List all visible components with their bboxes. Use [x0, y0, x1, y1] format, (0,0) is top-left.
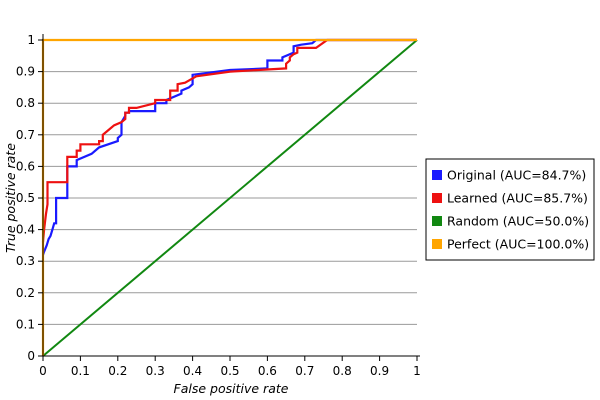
series-line-2 — [42, 39, 418, 357]
y-tick-label-7: 0.7 — [16, 128, 35, 142]
legend-label-3: Perfect (AUC=100.0%) — [447, 237, 589, 252]
x-tick-label-6: 0.6 — [258, 364, 277, 378]
x-axis-label: False positive rate — [174, 381, 289, 396]
y-tick-label-6: 0.6 — [16, 159, 35, 173]
legend-swatch-2 — [432, 216, 442, 226]
legend: Original (AUC=84.7%) Learned (AUC=85.7%) R… — [425, 158, 595, 261]
legend-swatch-3 — [432, 239, 442, 249]
y-tick-label-2: 0.2 — [16, 286, 35, 300]
y-tick-label-1: 0.1 — [16, 317, 35, 331]
x-tick-label-0: 0 — [39, 364, 47, 378]
y-tick-labels: 0 0.1 0.2 0.3 0.4 0.5 0.6 0.7 0.8 0.9 1 — [16, 33, 35, 363]
legend-box — [425, 158, 595, 261]
y-tick-label-0: 0 — [27, 349, 35, 363]
y-axis-label: True positive rate — [3, 143, 18, 253]
y-tick-label-4: 0.4 — [16, 223, 35, 237]
x-tick-label-8: 0.8 — [333, 364, 352, 378]
legend-label-1: Learned (AUC=85.7%) — [447, 191, 588, 206]
x-tick-label-3: 0.3 — [146, 364, 165, 378]
x-tick-label-7: 0.7 — [295, 364, 314, 378]
x-tick-label-4: 0.4 — [183, 364, 202, 378]
legend-swatch-0 — [432, 170, 442, 180]
y-tick-label-3: 0.3 — [16, 254, 35, 268]
series-lines — [41, 38, 418, 357]
y-tick-label-9: 0.9 — [16, 65, 35, 79]
series-line-1 — [41, 38, 417, 243]
x-tick-labels: 0 0.1 0.2 0.3 0.4 0.5 0.6 0.7 0.8 0.9 1 — [39, 364, 421, 378]
legend-label-0: Original (AUC=84.7%) — [447, 168, 586, 183]
x-tick-label-9: 0.9 — [370, 364, 389, 378]
y-tick-label-5: 0.5 — [16, 191, 35, 205]
x-tick-label-1: 0.1 — [71, 364, 90, 378]
y-tick-label-10: 1 — [27, 33, 35, 47]
x-tick-label-5: 0.5 — [220, 364, 239, 378]
legend-swatch-1 — [432, 193, 442, 203]
y-tick-label-8: 0.8 — [16, 96, 35, 110]
axes — [38, 34, 420, 361]
legend-label-2: Random (AUC=50.0%) — [447, 214, 589, 229]
x-tick-label-2: 0.2 — [108, 364, 127, 378]
x-tick-label-10: 1 — [413, 364, 421, 378]
